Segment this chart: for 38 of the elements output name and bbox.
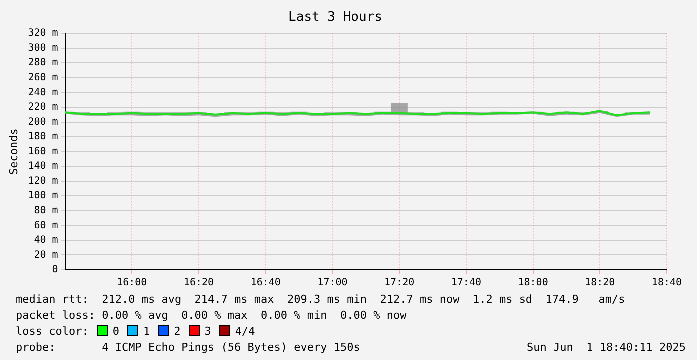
x-tick-label: 18:20 xyxy=(585,278,616,289)
y-tick-label: 260 m xyxy=(28,72,58,84)
text: 4/4 xyxy=(235,325,256,338)
y-tick-label: 120 m xyxy=(28,176,58,187)
y-tick-label: 300 m xyxy=(28,42,58,54)
y-tick-label: 80 m xyxy=(34,205,58,216)
text: packet loss: 0.00 % avg 0.00 % max 0.00 % min 0.00 % now xyxy=(16,308,408,324)
y-axis-title: Seconds xyxy=(7,128,20,175)
text: Sun Jun 1 18:40:11 2025 xyxy=(527,340,686,356)
x-tick-label: 16:20 xyxy=(184,278,214,289)
y-tick-label: 0 xyxy=(52,264,58,276)
y-tick-label: 280 m xyxy=(28,58,58,69)
text: probe: 4 ICMP Echo Pings (56 Bytes) every 150s xyxy=(16,341,360,354)
y-tick-label: 100 m xyxy=(28,190,58,202)
y-tick-label: 200 m xyxy=(28,116,58,128)
y-tick-label: 180 m xyxy=(28,132,58,143)
text: median rtt: 212.0 ms avg 214.7 ms max 209.3 ms min 212.7 ms now 1.2 ms sd 174.9 am/s xyxy=(16,292,626,308)
text: 0 xyxy=(112,325,120,338)
x-tick-label: 16:40 xyxy=(250,278,281,289)
y-tick-label: 220 m xyxy=(28,102,58,114)
chart-title: Last 3 Hours xyxy=(288,10,382,26)
x-tick-label: 18:00 xyxy=(518,278,548,289)
x-tick-label: 18:40 xyxy=(652,278,682,289)
y-tick-label: 160 m xyxy=(28,146,58,158)
text: 2 xyxy=(174,325,181,338)
y-tick-label: 20 m xyxy=(34,250,58,261)
x-tick-label: 17:40 xyxy=(451,278,482,289)
text: 3 xyxy=(204,325,212,338)
y-tick-label: 140 m xyxy=(28,161,58,172)
y-tick-label: 60 m xyxy=(34,220,58,232)
text: 1 xyxy=(143,325,150,338)
y-tick-label: 240 m xyxy=(28,87,58,98)
text: loss color: xyxy=(16,325,89,338)
x-tick-label: 16:00 xyxy=(117,278,148,289)
x-tick-label: 17:00 xyxy=(318,278,348,289)
y-tick-label: 40 m xyxy=(34,235,58,246)
y-tick-label: 320 m xyxy=(28,28,58,40)
x-tick-label: 17:20 xyxy=(384,278,415,289)
